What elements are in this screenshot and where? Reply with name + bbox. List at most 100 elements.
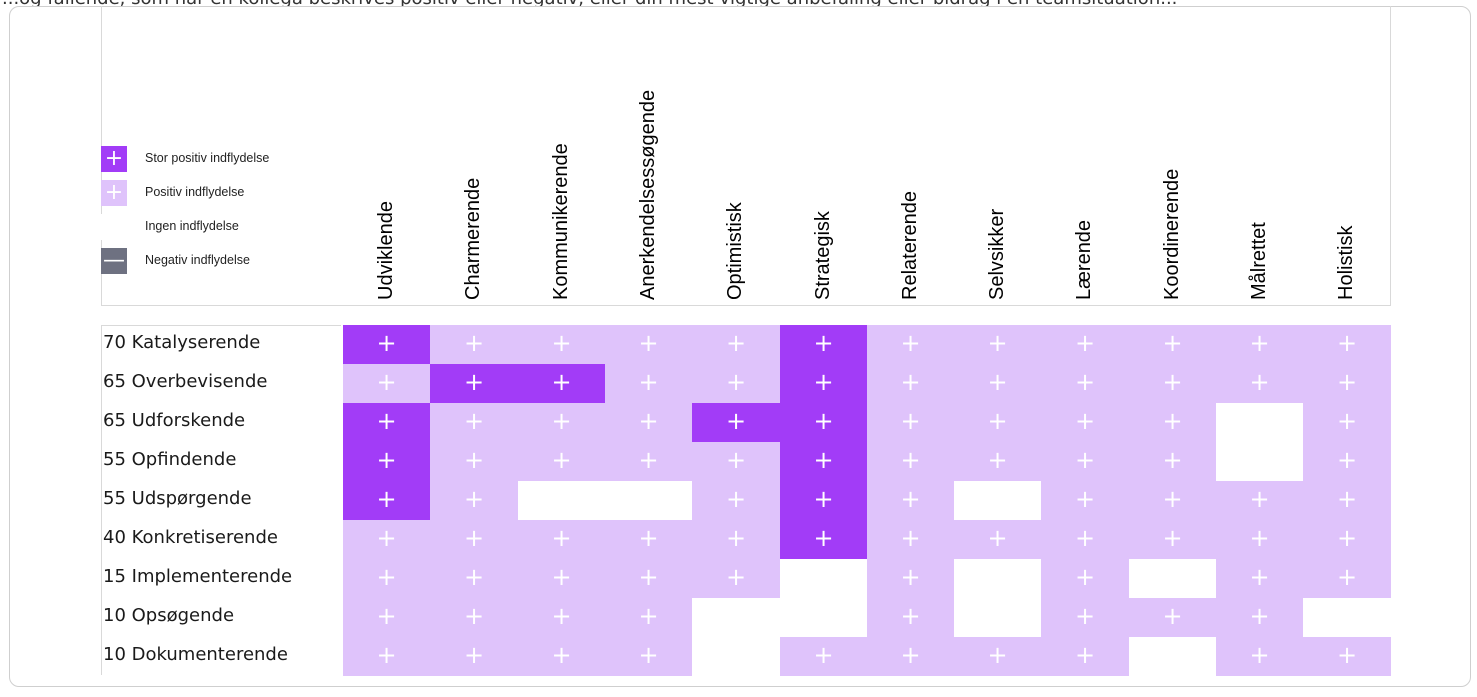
row-label-opsoegende: 10 Opsøgende — [103, 598, 234, 637]
cell-positive: + — [1303, 637, 1391, 676]
row-score: 10 — [103, 644, 126, 665]
legend-label: Positiv indflydelse — [145, 185, 245, 199]
row-score: 70 — [103, 332, 126, 353]
cell-positive: + — [343, 364, 430, 403]
cell-no-influence — [692, 598, 780, 637]
cell-no-influence — [518, 481, 605, 520]
cell-positive: + — [954, 364, 1041, 403]
cell-positive: + — [1129, 403, 1216, 442]
cell-positive: + — [867, 325, 954, 364]
cell-positive: + — [1041, 325, 1129, 364]
cell-positive: + — [343, 520, 430, 559]
cell-positive: + — [1129, 325, 1216, 364]
cell-positive: + — [954, 520, 1041, 559]
cell-no-influence — [1129, 637, 1216, 676]
cell-positive: + — [1041, 520, 1129, 559]
cell-positive: + — [867, 442, 954, 481]
cell-positive: + — [1216, 325, 1303, 364]
cell-positive: + — [343, 598, 430, 637]
column-header-charmerende: Charmerende — [462, 177, 485, 300]
cell-no-influence — [605, 481, 692, 520]
cell-strong-positive: + — [780, 520, 867, 559]
cell-no-influence — [780, 598, 867, 637]
row-name: Udspørgende — [131, 488, 252, 509]
cell-positive: + — [780, 637, 867, 676]
cell-positive: + — [1129, 442, 1216, 481]
cell-strong-positive: + — [343, 403, 430, 442]
column-header-kommunikerende: Kommunikerende — [549, 143, 572, 300]
row-name: Opfindende — [131, 449, 237, 470]
row-name: Implementerende — [131, 566, 293, 587]
cell-positive: + — [605, 520, 692, 559]
column-header-laerende: Lærende — [1073, 219, 1096, 300]
legend-label: Stor positiv indflydelse — [145, 151, 270, 165]
cell-positive: + — [1041, 559, 1129, 598]
cell-positive: + — [518, 442, 605, 481]
row-label-overbevisende: 65 Overbevisende — [103, 364, 267, 403]
cell-positive: + — [1303, 559, 1391, 598]
cell-positive: + — [1041, 637, 1129, 676]
cell-no-influence — [692, 637, 780, 676]
no-influence-swatch — [101, 214, 127, 240]
cell-positive: + — [954, 442, 1041, 481]
cell-positive: + — [518, 598, 605, 637]
cell-positive: + — [867, 637, 954, 676]
row-score: 65 — [103, 410, 126, 431]
cell-positive: + — [692, 325, 780, 364]
cell-positive: + — [430, 325, 518, 364]
cell-positive: + — [343, 559, 430, 598]
column-header-anerkendelsessoegende: Anerkendelsessøgende — [636, 89, 659, 300]
row-label-opfindende: 55 Opfindende — [103, 442, 236, 481]
cell-positive: + — [605, 637, 692, 676]
cell-positive: + — [867, 364, 954, 403]
cell-strong-positive: + — [343, 481, 430, 520]
row-score: 55 — [103, 449, 126, 470]
cell-strong-positive: + — [430, 364, 518, 403]
cell-positive: + — [1216, 598, 1303, 637]
cell-no-influence — [1129, 559, 1216, 598]
cell-no-influence — [780, 559, 867, 598]
cell-positive: + — [1041, 442, 1129, 481]
cell-positive: + — [1303, 442, 1391, 481]
cell-positive: + — [867, 481, 954, 520]
cell-positive: + — [954, 325, 1041, 364]
cell-positive: + — [1041, 403, 1129, 442]
row-label-implementerende: 15 Implementerende — [103, 559, 292, 598]
cell-no-influence — [1216, 403, 1303, 442]
cell-positive: + — [1216, 520, 1303, 559]
cell-positive: + — [1216, 559, 1303, 598]
cell-positive: + — [605, 442, 692, 481]
cell-positive: + — [605, 364, 692, 403]
cell-positive: + — [692, 520, 780, 559]
cell-positive: + — [692, 559, 780, 598]
cell-positive: + — [605, 403, 692, 442]
cell-positive: + — [1129, 520, 1216, 559]
column-header-strategisk: Strategisk — [811, 211, 834, 300]
cell-positive: + — [954, 403, 1041, 442]
cell-positive: + — [954, 637, 1041, 676]
cell-positive: + — [430, 520, 518, 559]
row-label-konkretiserende: 40 Konkretiserende — [103, 520, 278, 559]
row-label-udforskende: 65 Udforskende — [103, 403, 245, 442]
row-score: 55 — [103, 488, 126, 509]
row-score: 65 — [103, 371, 126, 392]
row-name: Konkretiserende — [131, 527, 278, 548]
cell-positive: + — [518, 325, 605, 364]
column-header-maalrettet: Målrettet — [1248, 222, 1270, 300]
cell-positive: + — [692, 364, 780, 403]
cell-positive: + — [518, 637, 605, 676]
cell-positive: + — [867, 520, 954, 559]
cell-strong-positive: + — [343, 442, 430, 481]
legend-label: Ingen indflydelse — [145, 219, 239, 233]
cell-positive: + — [343, 637, 430, 676]
cell-positive: + — [518, 520, 605, 559]
row-name: Katalyserende — [131, 332, 261, 353]
cell-strong-positive: + — [780, 442, 867, 481]
cell-positive: + — [605, 559, 692, 598]
cell-positive: + — [518, 403, 605, 442]
cell-positive: + — [1041, 481, 1129, 520]
cell-positive: + — [1303, 481, 1391, 520]
column-header-holistisk: Holistisk — [1335, 225, 1358, 300]
column-header-relaterende: Relaterende — [898, 191, 921, 300]
negative-minus-icon: — — [101, 248, 127, 274]
